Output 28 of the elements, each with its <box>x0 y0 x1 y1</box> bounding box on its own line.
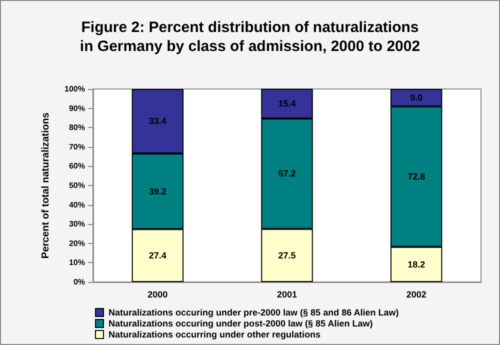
legend-label: Naturalizations occurring under other regulations <box>108 330 321 340</box>
y-tick-label: 30% <box>68 220 85 229</box>
y-tick-label: 80% <box>68 123 85 132</box>
data-label: 15.4 <box>278 98 296 109</box>
data-label: 72.8 <box>408 172 426 182</box>
data-label: 9.0 <box>410 92 423 103</box>
data-label: 27.4 <box>148 250 166 261</box>
legend-label: Naturalizations occuring under pre-2000 law (§ 85 and 86 Alien Law) <box>108 308 399 318</box>
y-tick-label: 0% <box>73 278 85 286</box>
y-tick-label: 20% <box>68 238 85 248</box>
x-tick-label: 2001 <box>276 290 298 300</box>
y-tick-label: 90% <box>68 104 85 113</box>
y-tick-label: 10% <box>68 258 85 268</box>
data-label: 39.2 <box>148 186 166 196</box>
data-label: 27.5 <box>278 250 296 260</box>
y-tick-label: 100% <box>64 84 85 94</box>
y-axis-title: Percent of total naturalizations <box>40 112 52 259</box>
y-tick-label: 50% <box>68 181 85 190</box>
data-label: 57.2 <box>278 168 296 179</box>
data-label: 33.4 <box>148 116 166 126</box>
y-tick-label: 40% <box>68 200 85 210</box>
x-tick-label: 2000 <box>148 290 168 300</box>
data-label: 18.2 <box>408 259 426 270</box>
y-tick-label: 70% <box>68 142 85 152</box>
chart-title: Figure 2: Percent distribution of naturalizations in Germany by class of admission, 2000 to 2002 <box>80 19 420 55</box>
x-tick-label: 2002 <box>406 290 426 300</box>
legend-label: Naturalizations occuring under post-2000 law (§ 85 Alien Law) <box>108 318 373 328</box>
y-tick-label: 60% <box>68 162 85 171</box>
